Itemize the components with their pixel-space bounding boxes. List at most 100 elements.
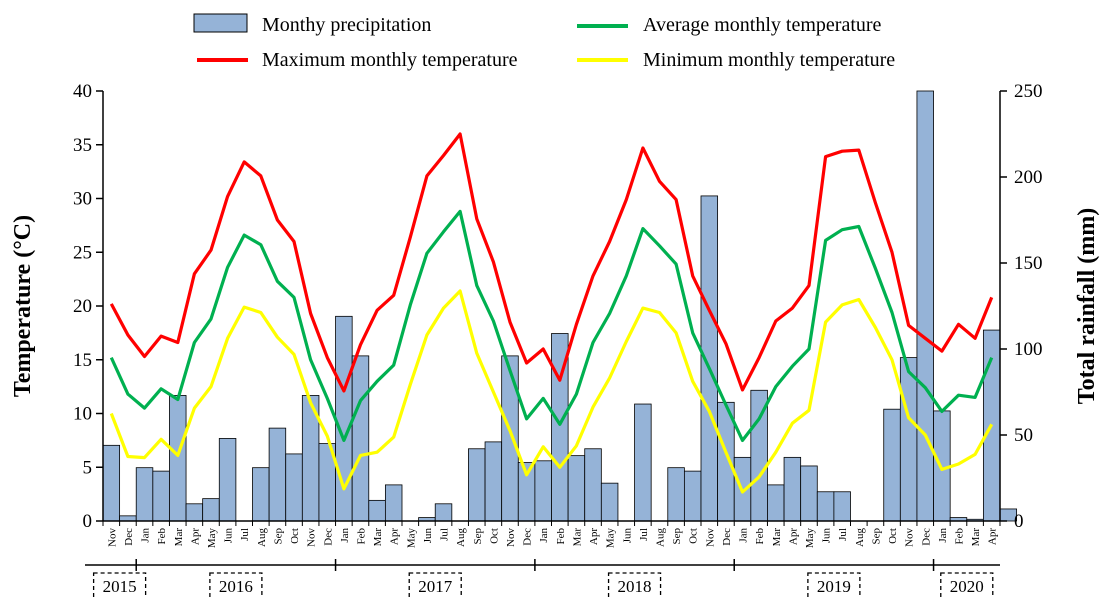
y-left-tick-label: 5 [83, 457, 93, 478]
precip-bar-35 [683, 470, 702, 522]
x-tick-label: Jun [621, 528, 633, 544]
y-left-tick-label: 30 [73, 189, 92, 210]
x-tick-label: Dec [522, 528, 534, 546]
x-tick-label: Feb [754, 528, 766, 545]
precip-bar-2 [135, 467, 154, 522]
y-right-tick-label: 150 [1014, 253, 1043, 274]
precip-bar-43 [816, 491, 835, 522]
x-tick-label: Sep [472, 528, 484, 545]
x-tick-label: May [804, 528, 816, 549]
x-tick-label: Mar [771, 528, 783, 547]
x-tick-label: Apr [787, 528, 799, 545]
x-tick-label: Aug [256, 528, 268, 547]
precip-bar-32 [634, 403, 652, 522]
x-tick-label: Jul [439, 528, 451, 541]
x-tick-label: Nov [505, 528, 517, 547]
precip-bar-41 [783, 456, 802, 522]
precip-bar-22 [468, 448, 486, 522]
year-label-2015: 2015 [103, 577, 137, 596]
x-tick-label: Mar [372, 528, 384, 547]
x-tick-label: Apr [588, 528, 600, 545]
precip-bar-17 [384, 484, 403, 522]
precip-bar-15 [351, 355, 370, 522]
x-tick-label: Nov [904, 528, 916, 547]
precip-bar-1 [119, 515, 137, 522]
legend: Monthy precipitation Average monthly tem… [193, 13, 895, 71]
x-tick-label: Jul [837, 528, 849, 541]
x-tick-label: Nov [106, 528, 118, 547]
x-tick-label: May [605, 528, 617, 549]
y-left-tick-label: 10 [73, 404, 92, 425]
x-tick-label: Dec [123, 528, 135, 546]
legend-label-min-temp: Minimum monthly temperature [643, 49, 895, 71]
x-tick-label: Apr [987, 528, 999, 545]
x-tick-label: Jun [223, 528, 235, 544]
x-tick-label: Feb [555, 528, 567, 545]
precip-bar-0 [102, 444, 121, 522]
y-right-tick-label: 100 [1014, 339, 1043, 360]
precip-bar-29 [584, 448, 602, 522]
precip-bar-30 [600, 482, 619, 522]
series-line-1 [109, 132, 994, 393]
x-tick-label: Jan [538, 528, 550, 543]
precip-bar-47 [883, 408, 901, 522]
precip-bar-28 [567, 455, 586, 522]
x-tick-label: Nov [306, 528, 318, 547]
x-tick-label: Jan [937, 528, 949, 543]
year-box-2017 [408, 572, 462, 598]
x-tick-label: Feb [954, 528, 966, 545]
x-tick-label: Jan [738, 528, 750, 543]
precip-bar-40 [767, 484, 785, 522]
x-tick-label: Oct [289, 528, 301, 544]
year-label-2020: 2020 [950, 577, 984, 596]
series-line-3 [109, 289, 994, 494]
precip-bar-4 [169, 395, 187, 522]
y-left-tick-label: 40 [73, 81, 92, 102]
y-left-tick-label: 20 [73, 296, 92, 317]
year-label-2016: 2016 [219, 577, 253, 596]
x-tick-label: Dec [721, 528, 733, 546]
y-left-tick-label: 0 [83, 511, 93, 532]
x-tick-label: May [206, 528, 218, 549]
year-box-2018 [607, 572, 662, 598]
x-tick-label: Dec [920, 528, 932, 546]
x-tick-label: Oct [488, 528, 500, 544]
year-label-2018: 2018 [618, 577, 652, 596]
precip-bar-3 [152, 470, 170, 522]
year-box-2019 [807, 572, 861, 598]
y-left-tick-label: 35 [73, 135, 92, 156]
x-tick-label: Oct [688, 528, 700, 544]
x-tick-label: Apr [189, 528, 201, 545]
axes: 0 5 10 15 20 25 30 35 40 0 50 100 150 200 250 Nov Dec Jan… [73, 81, 1043, 598]
x-tick-label: Jan [339, 528, 351, 543]
y-right-tick-label: 50 [1014, 425, 1033, 446]
y-right-tick-label: 200 [1014, 167, 1043, 188]
precip-bar-5 [185, 503, 204, 522]
x-tick-label: Aug [655, 528, 667, 547]
y-right-tick-label: 0 [1014, 511, 1024, 532]
x-tick-label: Oct [887, 528, 899, 544]
legend-label-max-temp: Maximum monthly temperature [262, 49, 518, 71]
year-box-2016 [209, 572, 263, 598]
x-tick-label: Jun [821, 528, 833, 544]
x-tick-label: Sep [272, 528, 284, 545]
y-right-tick-label: 250 [1014, 81, 1043, 102]
precip-bar-42 [800, 465, 818, 522]
precip-bar-9 [252, 467, 270, 522]
y-axis-title-right: Total rainfall (mm) [1074, 208, 1100, 404]
x-tick-label: Mar [173, 528, 185, 547]
precip-bar-34 [667, 467, 685, 522]
x-tick-label: Mar [571, 528, 583, 547]
x-tick-label: Sep [671, 528, 683, 545]
legend-swatch-precipitation [193, 13, 248, 33]
x-tick-label: Aug [455, 528, 467, 547]
year-box-2015 [92, 572, 147, 598]
precip-bar-23 [484, 441, 503, 522]
precip-bar-48 [899, 357, 918, 522]
x-tick-label: Feb [356, 528, 368, 545]
temperature-lines [109, 132, 994, 494]
precip-bar-16 [368, 499, 386, 522]
precip-bar-10 [268, 427, 287, 522]
precip-bar-26 [534, 460, 552, 522]
x-tick-label: Jun [422, 528, 434, 544]
